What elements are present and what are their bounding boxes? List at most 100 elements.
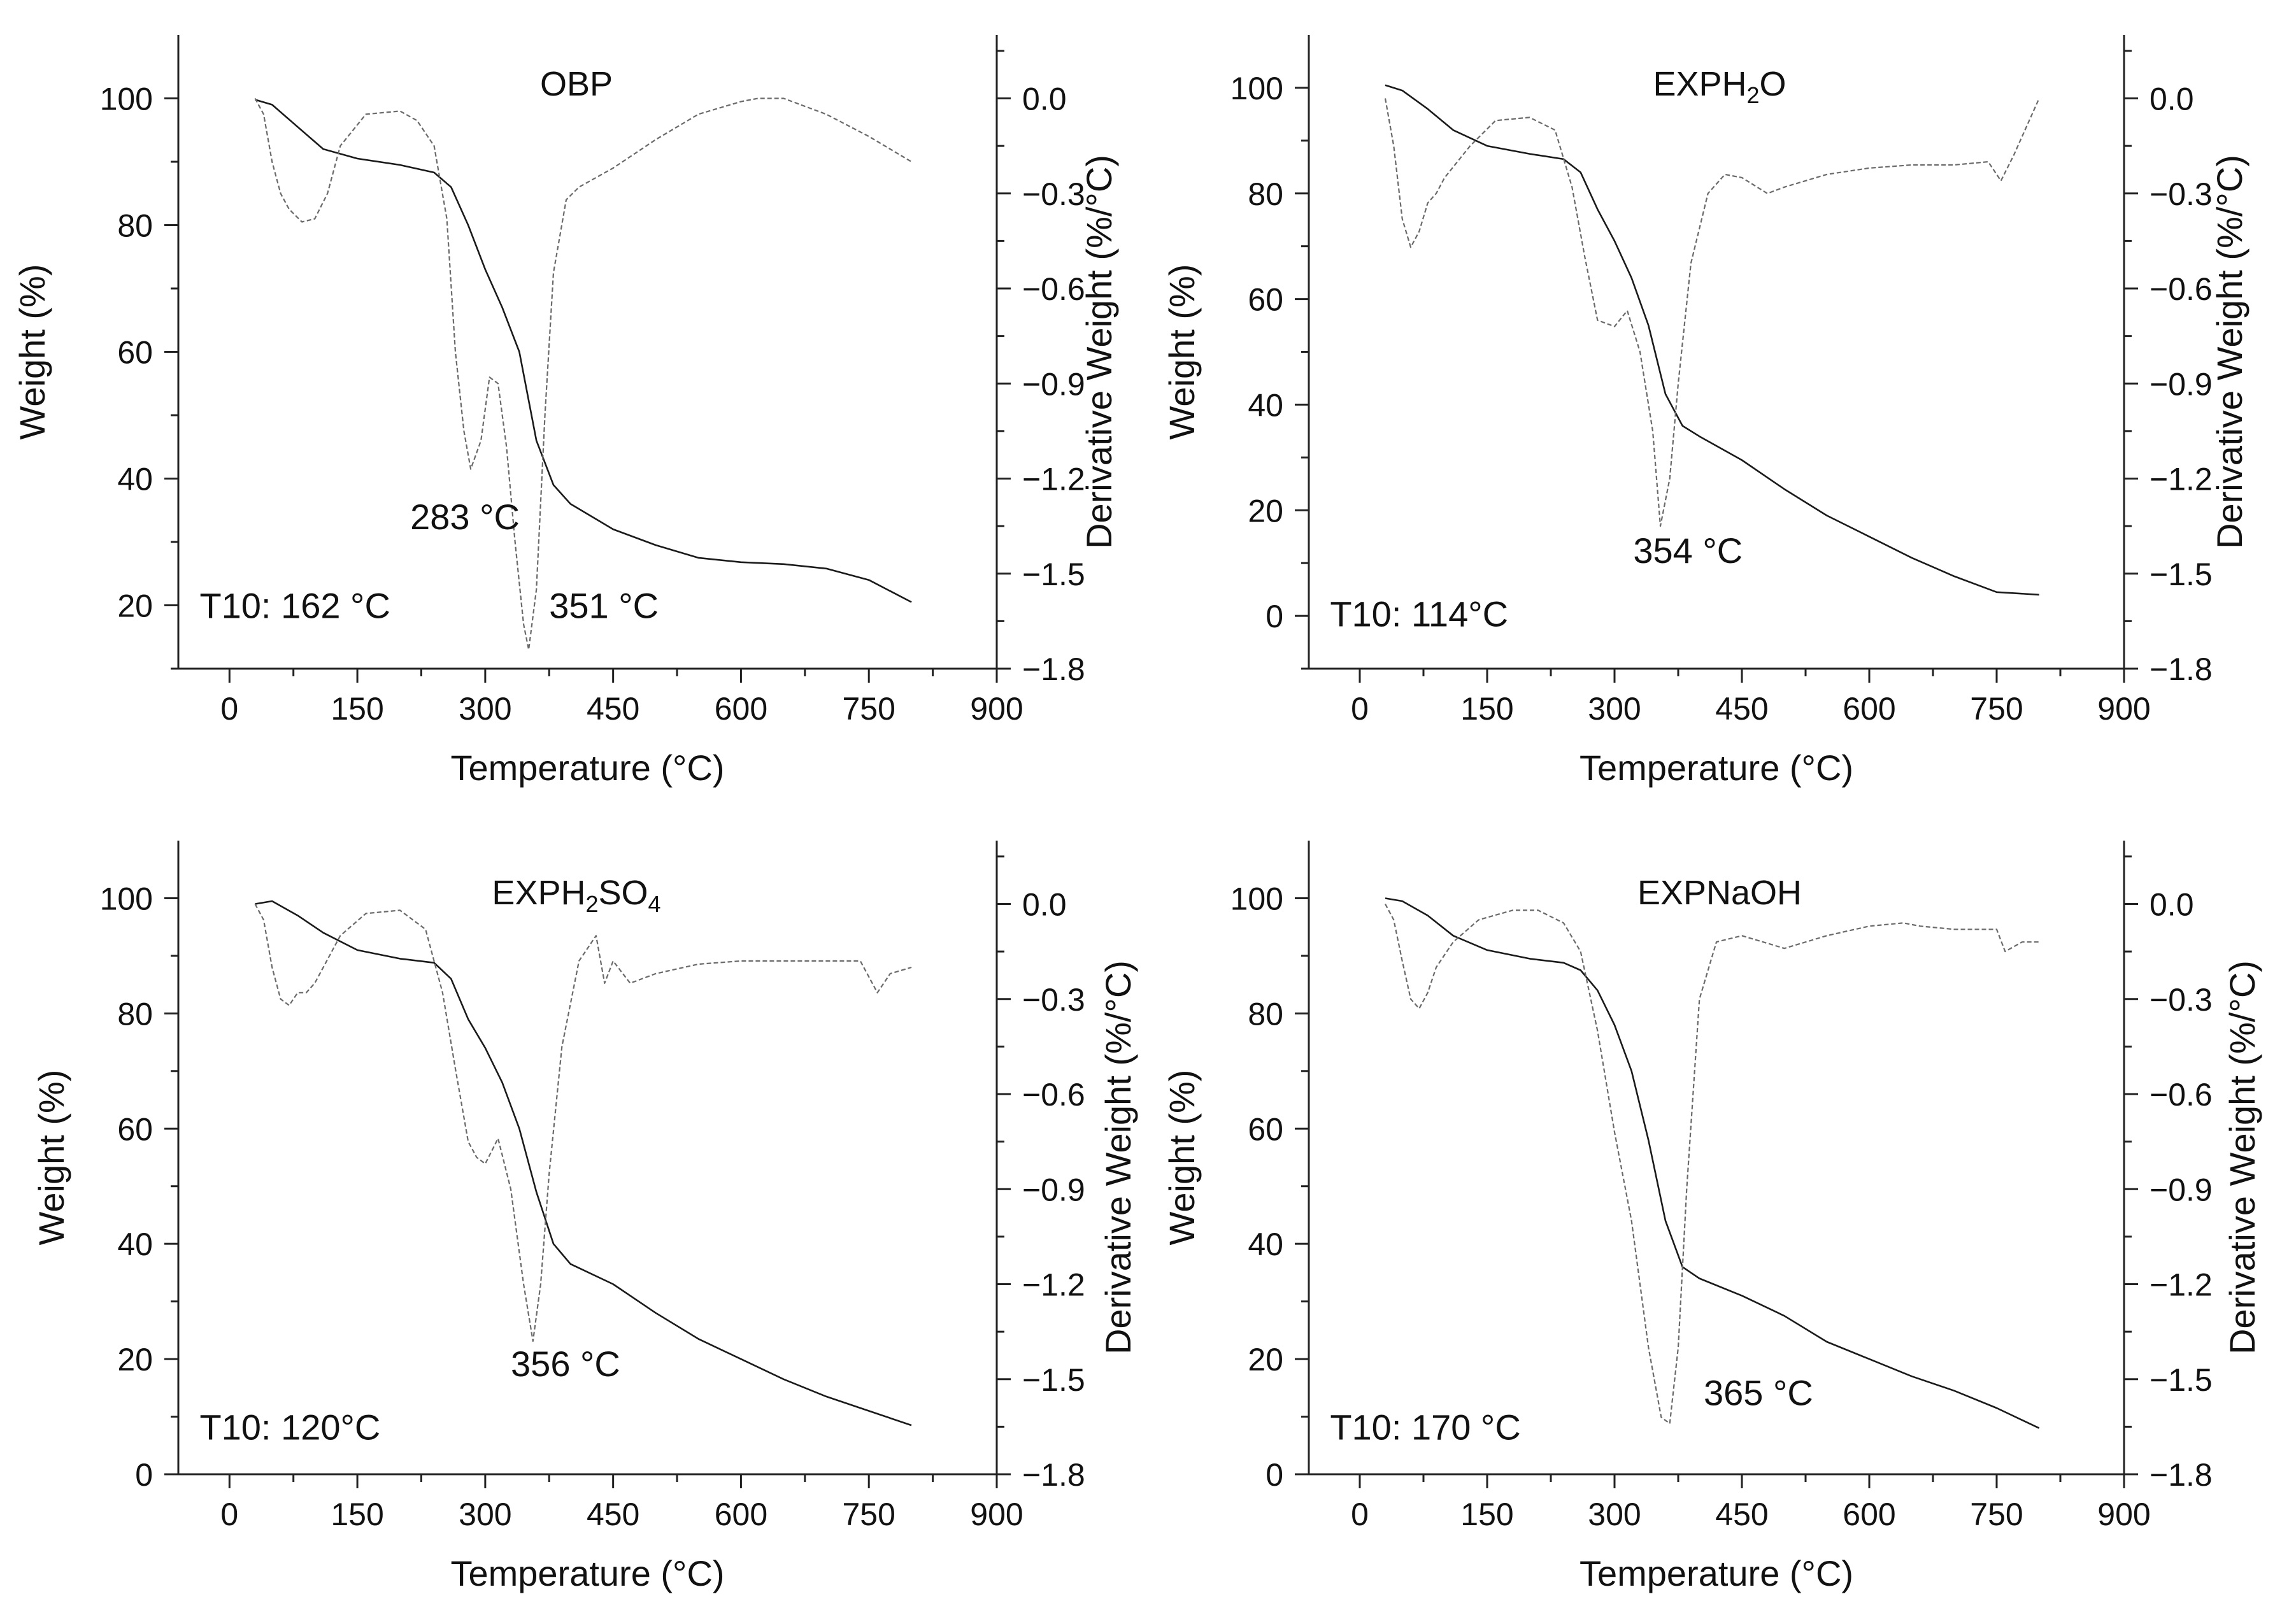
y-tick-label: 0 — [1266, 599, 1283, 634]
y2-tick-label: −1.2 — [2150, 462, 2213, 497]
x-tick-label: 150 — [331, 1497, 383, 1532]
annotation: 283 °C — [410, 497, 520, 537]
y2-tick-label: −0.6 — [1022, 271, 1085, 307]
weight-line — [255, 900, 912, 1426]
y2-tick-label: −0.6 — [2150, 1077, 2213, 1113]
annotation: 356 °C — [511, 1344, 620, 1384]
annotation: T10: 162 °C — [199, 585, 390, 625]
y2-tick-label: −1.2 — [1022, 462, 1085, 497]
annotation: 365 °C — [1704, 1372, 1813, 1412]
y2-tick-label: 0.0 — [1022, 82, 1067, 117]
y2-tick-label: −1.5 — [2150, 1362, 2213, 1398]
x-tick-label: 600 — [715, 1497, 767, 1532]
x-tick-label: 300 — [459, 1497, 511, 1532]
panel-title: EXPNaOH — [1637, 874, 1802, 912]
y2-tick-label: −0.6 — [2150, 271, 2213, 307]
y2-tick-label: −0.3 — [2150, 176, 2213, 212]
y2-tick-label: −1.8 — [2150, 651, 2213, 687]
derivative-weight-line — [1385, 903, 2039, 1425]
y2-tick-label: −0.3 — [1022, 982, 1085, 1018]
y-tick-label: 20 — [117, 1342, 153, 1377]
y-tick-label: 100 — [100, 82, 153, 117]
y2-tick-label: 0.0 — [2150, 887, 2194, 923]
panel-title: OBP — [540, 65, 613, 103]
y2-tick-label: −1.5 — [1022, 557, 1085, 592]
annotation: 351 °C — [549, 585, 659, 625]
axes-frame — [1308, 841, 2125, 1476]
derivative-weight-line — [1384, 98, 2040, 527]
y-tick-label: 40 — [1248, 387, 1283, 423]
y2-tick-label: −0.9 — [2150, 366, 2213, 402]
y2-tick-label: −0.3 — [2150, 982, 2213, 1018]
x-tick-label: 300 — [1588, 691, 1641, 727]
x-tick-label: 900 — [970, 691, 1023, 727]
x-tick-label: 750 — [1970, 1497, 2023, 1532]
x-tick-label: 750 — [843, 1497, 895, 1532]
y2-axis-title: Derivative Weight (%/°C) — [1098, 960, 1138, 1355]
y-axis-title: Weight (%) — [1162, 264, 1202, 440]
x-tick-label: 450 — [1715, 691, 1768, 727]
y2-tick-label: −1.5 — [1022, 1362, 1085, 1398]
x-tick-label: 0 — [220, 1497, 238, 1532]
y-tick-label: 40 — [1248, 1227, 1283, 1262]
y-tick-label: 100 — [1230, 71, 1283, 106]
y-tick-label: 20 — [1248, 493, 1283, 529]
y2-tick-label: −0.6 — [1022, 1077, 1085, 1113]
y2-tick-label: −0.9 — [1022, 366, 1085, 402]
y2-axis-title: Derivative Weight (%/°C) — [1079, 155, 1119, 549]
x-tick-label: 600 — [715, 691, 767, 727]
y-axis-title: Weight (%) — [12, 264, 52, 440]
y2-tick-label: 0.0 — [1022, 887, 1067, 923]
y-tick-label: 20 — [1248, 1342, 1283, 1377]
y-tick-label: 80 — [117, 996, 153, 1032]
y-tick-label: 80 — [1248, 176, 1283, 212]
y-tick-label: 20 — [117, 588, 153, 624]
x-tick-label: 900 — [2097, 691, 2150, 727]
y2-tick-label: −1.8 — [2150, 1457, 2213, 1493]
x-tick-label: 150 — [1460, 1497, 1513, 1532]
x-tick-label: 150 — [1460, 691, 1513, 727]
x-tick-label: 0 — [1351, 691, 1369, 727]
y2-tick-label: −1.8 — [1022, 1457, 1085, 1493]
x-tick-label: 0 — [220, 691, 238, 727]
x-tick-label: 900 — [2097, 1497, 2150, 1532]
weight-line — [1385, 84, 2039, 596]
x-tick-label: 300 — [459, 691, 511, 727]
x-axis-title: Temperature (°C) — [1579, 1553, 1853, 1593]
x-axis-title: Temperature (°C) — [450, 748, 724, 788]
y2-tick-label: −1.2 — [2150, 1267, 2213, 1303]
y-tick-label: 100 — [100, 881, 153, 916]
y-tick-label: 60 — [117, 1111, 153, 1147]
x-tick-label: 300 — [1588, 1497, 1641, 1532]
annotation: T10: 170 °C — [1330, 1407, 1520, 1448]
axes-frame — [1308, 35, 2125, 670]
chart-panel-2: 0 150 300 450 600 750 900 0 20 40 60 80 100 0.0 −0.3 −0… — [1162, 35, 2250, 788]
y2-tick-label: −1.8 — [1022, 651, 1085, 687]
x-tick-label: 750 — [843, 691, 895, 727]
y2-tick-label: −0.9 — [1022, 1172, 1085, 1207]
x-tick-label: 150 — [331, 691, 383, 727]
x-tick-label: 750 — [1970, 691, 2023, 727]
chart-panel-1: 0 150 300 450 600 750 900 20 40 60 80 100 0.0 −0.3 −0.… — [12, 35, 1119, 788]
x-tick-label: 450 — [1715, 1497, 1768, 1532]
y-tick-label: 60 — [1248, 282, 1283, 318]
y-tick-label: 60 — [117, 335, 153, 371]
annotation: T10: 120°C — [199, 1407, 380, 1448]
y-tick-label: 40 — [117, 1227, 153, 1262]
y-tick-label: 0 — [135, 1457, 153, 1493]
y2-tick-label: −0.3 — [1022, 176, 1085, 212]
y-axis-title: Weight (%) — [31, 1070, 71, 1246]
weight-line — [255, 99, 912, 603]
panel-title: EXPH2O — [1653, 65, 1786, 108]
y2-tick-label: −0.9 — [2150, 1172, 2213, 1207]
x-tick-label: 600 — [1843, 1497, 1895, 1532]
chart-panel-3: 0 150 300 450 600 750 900 0 20 40 60 80 100 0.0 −0.3 −0… — [31, 841, 1138, 1593]
y-tick-label: 0 — [1266, 1457, 1283, 1493]
y-tick-label: 80 — [117, 208, 153, 244]
y2-tick-label: 0.0 — [2150, 82, 2194, 117]
y-axis-title: Weight (%) — [1162, 1070, 1202, 1246]
y2-axis-title: Derivative Weight (%/°C) — [2209, 155, 2250, 549]
annotation: T10: 114°C — [1330, 594, 1508, 634]
y2-axis-title: Derivative Weight (%/°C) — [2222, 960, 2262, 1355]
